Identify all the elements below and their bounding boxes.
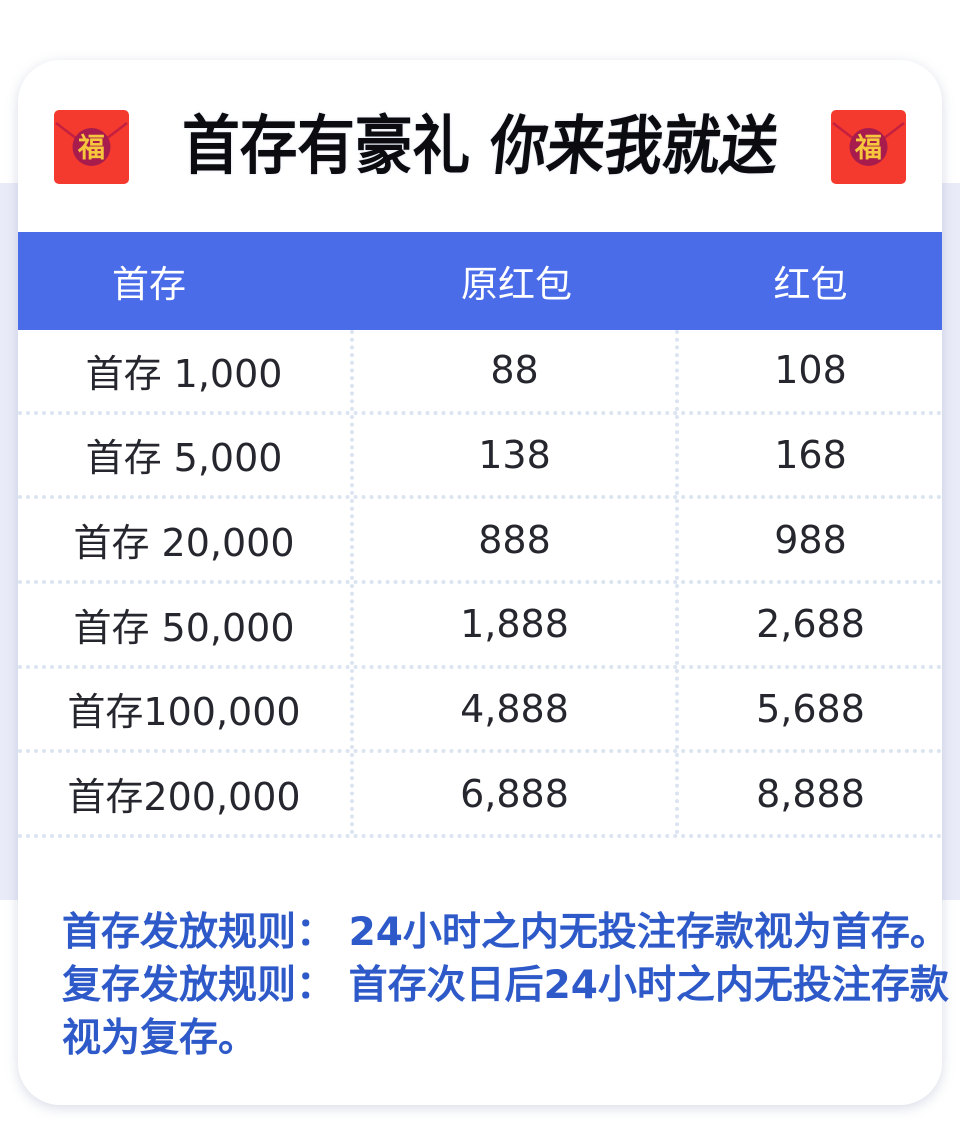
deposit-cell: 首存 50,000 <box>18 583 354 665</box>
original-bonus-cell: 888 <box>354 499 679 580</box>
background-strip-right <box>942 183 960 900</box>
bonus-cell: 988 <box>774 517 847 562</box>
original-bonus-cell: 4,888 <box>354 668 679 750</box>
original-bonus-cell: 88 <box>354 330 679 411</box>
original-bonus-cell: 1,888 <box>354 583 679 665</box>
rule-line-redeposit: 复存发放规则： 首存次日后24小时之内无投注存款 <box>62 963 949 1008</box>
original-bonus-cell: 138 <box>354 414 679 496</box>
title-part-2: 你来我就送 <box>485 110 782 184</box>
rule-line-first-deposit: 首存发放规则： 24小时之内无投注存款视为首存。 <box>62 910 949 955</box>
page-title: 首存有豪礼 你来我就送 <box>182 110 782 184</box>
table-row: 首存100,000 4,888 5,688 <box>18 668 942 754</box>
original-bonus-cell: 6,888 <box>354 753 679 834</box>
red-envelope-icon: 福 <box>54 110 129 184</box>
table-header-row: 首存 原红包 红包 <box>18 232 942 330</box>
table-row: 首存 5,000 138 168 <box>18 414 942 500</box>
title-part-1: 首存有豪礼 <box>182 110 471 184</box>
bonus-cell: 8,888 <box>756 771 865 816</box>
background-strip-left <box>0 183 18 900</box>
bonus-cell: 2,688 <box>756 602 865 647</box>
header-cell-deposit: 首存 <box>112 263 186 306</box>
header-cell-bonus: 红包 <box>773 263 848 306</box>
table-row: 首存200,000 6,888 8,888 <box>18 753 942 838</box>
deposit-cell: 首存 20,000 <box>18 499 354 580</box>
header-cell-original-bonus: 原红包 <box>461 263 572 306</box>
bonus-cell: 108 <box>774 348 847 393</box>
deposit-bonus-table: 首存 1,000 88 108 首存 5,000 138 168 首存 20,0… <box>18 330 942 838</box>
fu-seal-glyph: 福 <box>854 133 882 164</box>
table-row: 首存 1,000 88 108 <box>18 330 942 415</box>
promo-card: 福 首存有豪礼 你来我就送 福 首存 原红包 红包 首存 1,000 88 108 <box>18 60 949 1105</box>
red-envelope-icon: 福 <box>831 110 906 184</box>
fu-seal-glyph: 福 <box>77 133 105 164</box>
bonus-cell: 168 <box>774 432 847 477</box>
deposit-cell: 首存 1,000 <box>18 330 354 411</box>
rule-line-redeposit-cont: 视为复存。 <box>62 1016 258 1061</box>
table-row: 首存 50,000 1,888 2,688 <box>18 583 942 669</box>
deposit-cell: 首存100,000 <box>18 668 354 750</box>
promo-title-row: 福 首存有豪礼 你来我就送 福 <box>18 108 942 186</box>
rules-text: 首存发放规则： 24小时之内无投注存款视为首存。 复存发放规则： 首存次日后24… <box>62 906 949 1065</box>
table-row: 首存 20,000 888 988 <box>18 499 942 584</box>
deposit-cell: 首存 5,000 <box>18 414 354 496</box>
bonus-cell: 5,688 <box>756 686 865 731</box>
deposit-cell: 首存200,000 <box>18 753 354 834</box>
